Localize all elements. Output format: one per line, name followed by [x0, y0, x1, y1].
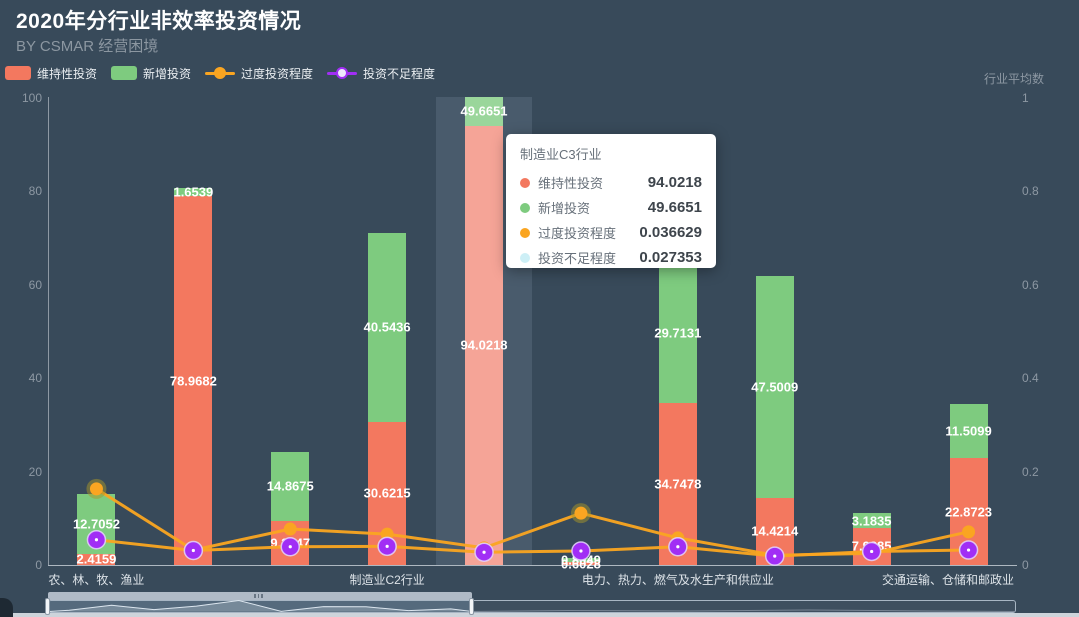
series-dot-icon: [520, 227, 530, 238]
bar-value-label: 3.1835: [851, 513, 892, 529]
right-axis-name: 行业平均数: [984, 72, 1045, 86]
datazoom-window[interactable]: [49, 601, 471, 612]
y-axis-tick-label: 100: [21, 91, 42, 105]
y-axis-tick-label: 40: [28, 371, 42, 386]
tooltip-row: 投资不足程度 0.027353: [520, 245, 702, 270]
sparkline-unselected: [471, 609, 1015, 612]
window-corner: [0, 598, 13, 617]
bar-value-label: 40.5436: [363, 319, 411, 335]
line-dot-icon: [327, 66, 358, 80]
bar-value-label: 7.9285: [851, 538, 892, 554]
drag-grip-icon: [254, 594, 266, 598]
x-axis-category-label: 制造业C2行业: [349, 573, 425, 587]
right-axis-tick-label: 0: [1022, 558, 1029, 572]
y-axis-tick-label: 60: [28, 277, 42, 292]
page-title: 2020年分行业非效率投资情况: [16, 10, 302, 33]
bar-swatch-icon: [111, 66, 138, 80]
datazoom-move-handle[interactable]: [48, 592, 472, 600]
sparkline-selected: [48, 600, 473, 612]
bar-value-label: 14.4214: [751, 523, 799, 539]
bar-value-label: 47.5009: [751, 379, 799, 395]
legend: 维持性投资 新增投资 过度投资程度 投资不足程度: [5, 64, 435, 82]
bar-value-label: 0.6028: [561, 556, 601, 572]
bar-segment-new[interactable]: [755, 275, 794, 498]
bar-value-label: 12.7052: [72, 516, 120, 532]
page-subtitle: BY CSMAR 经营困境: [16, 38, 159, 55]
bar-value-label: 1.6539: [173, 184, 214, 200]
x-axis-category-label: 电力、热力、燃气及水生产和供应业: [581, 573, 774, 587]
bar-value-label: 14.8675: [266, 478, 314, 494]
y-axis-line: [48, 97, 49, 565]
y-axis-tick-label: 0: [35, 558, 42, 572]
x-axis-category-label: 农、林、牧、渔业: [48, 573, 145, 587]
x-axis-category-label: 交通运输、仓储和邮政业: [881, 573, 1015, 587]
bar-value-label: 30.6215: [363, 485, 411, 501]
bar-segment-new[interactable]: [174, 188, 213, 197]
datazoom-right-handle[interactable]: [469, 598, 474, 615]
legend-item-overinvest[interactable]: 过度投资程度: [205, 65, 313, 82]
right-axis-tick-label: 0.2: [1022, 464, 1039, 479]
bar-swatch-icon: [5, 66, 31, 80]
bar-segment-new[interactable]: [465, 97, 504, 126]
legend-label: 过度投资程度: [241, 66, 314, 81]
legend-item-maintain[interactable]: 维持性投资: [5, 65, 97, 82]
y-axis-tick-label: 20: [28, 464, 42, 479]
series-dot-icon: [520, 252, 530, 263]
bar-value-label: 34.7478: [654, 476, 702, 492]
tooltip-row: 过度投资程度 0.036629: [520, 220, 702, 245]
bar-segment-maintain[interactable]: [561, 562, 600, 565]
datazoom-left-handle[interactable]: [45, 598, 50, 615]
tooltip-title: 制造业C3行业: [520, 147, 602, 162]
right-axis-tick-label: 0.4: [1022, 371, 1039, 386]
bar-value-label: 9.3947: [270, 535, 311, 551]
datazoom-sparkline: [48, 600, 1015, 612]
dot-halo: [570, 503, 591, 524]
bar-segment-maintain[interactable]: [77, 553, 116, 565]
series-dot-icon: [520, 177, 530, 188]
bar-segment-new[interactable]: [368, 232, 407, 422]
legend-label: 维持性投资: [37, 66, 98, 81]
bar-value-label: 94.0218: [460, 337, 508, 353]
series-dot-icon: [520, 202, 530, 213]
bar-value-label: 0.8049: [561, 552, 601, 568]
line-dot-icon: [205, 66, 236, 80]
tooltip-row: 新增投资 49.6651: [520, 195, 702, 220]
bar-segment-new[interactable]: [658, 263, 697, 403]
tooltip: 制造业C3行业 维持性投资 94.0218 新增投资 49.6651 过度投资程…: [506, 134, 716, 268]
bar-value-label: 29.7131: [654, 325, 702, 341]
y-axis-tick-label: 80: [28, 184, 42, 199]
legend-label: 投资不足程度: [363, 66, 436, 81]
tooltip-row: 维持性投资 94.0218: [520, 170, 702, 195]
bar-value-label: 11.5099: [945, 423, 992, 439]
legend-item-underinvest[interactable]: 投资不足程度: [327, 65, 435, 82]
bar-value-label: 78.9682: [169, 373, 217, 389]
x-axis-line: [48, 565, 1017, 566]
bottom-strip: [0, 613, 1079, 617]
bar-value-label: 49.6651: [460, 103, 508, 119]
right-axis-tick-label: 0.8: [1022, 184, 1039, 199]
right-axis-tick-label: 0.6: [1022, 277, 1039, 292]
line-path: [95, 487, 969, 557]
bar-value-label: 22.8723: [945, 504, 993, 520]
legend-item-new[interactable]: 新增投资: [111, 65, 191, 82]
right-axis-tick-label: 1: [1022, 91, 1029, 105]
overinvest-point[interactable]: [574, 506, 588, 520]
legend-label: 新增投资: [143, 66, 192, 81]
line-path: [96, 538, 969, 558]
bar-segment-new[interactable]: [949, 404, 988, 459]
bar-value-label: 2.4159: [76, 551, 117, 567]
